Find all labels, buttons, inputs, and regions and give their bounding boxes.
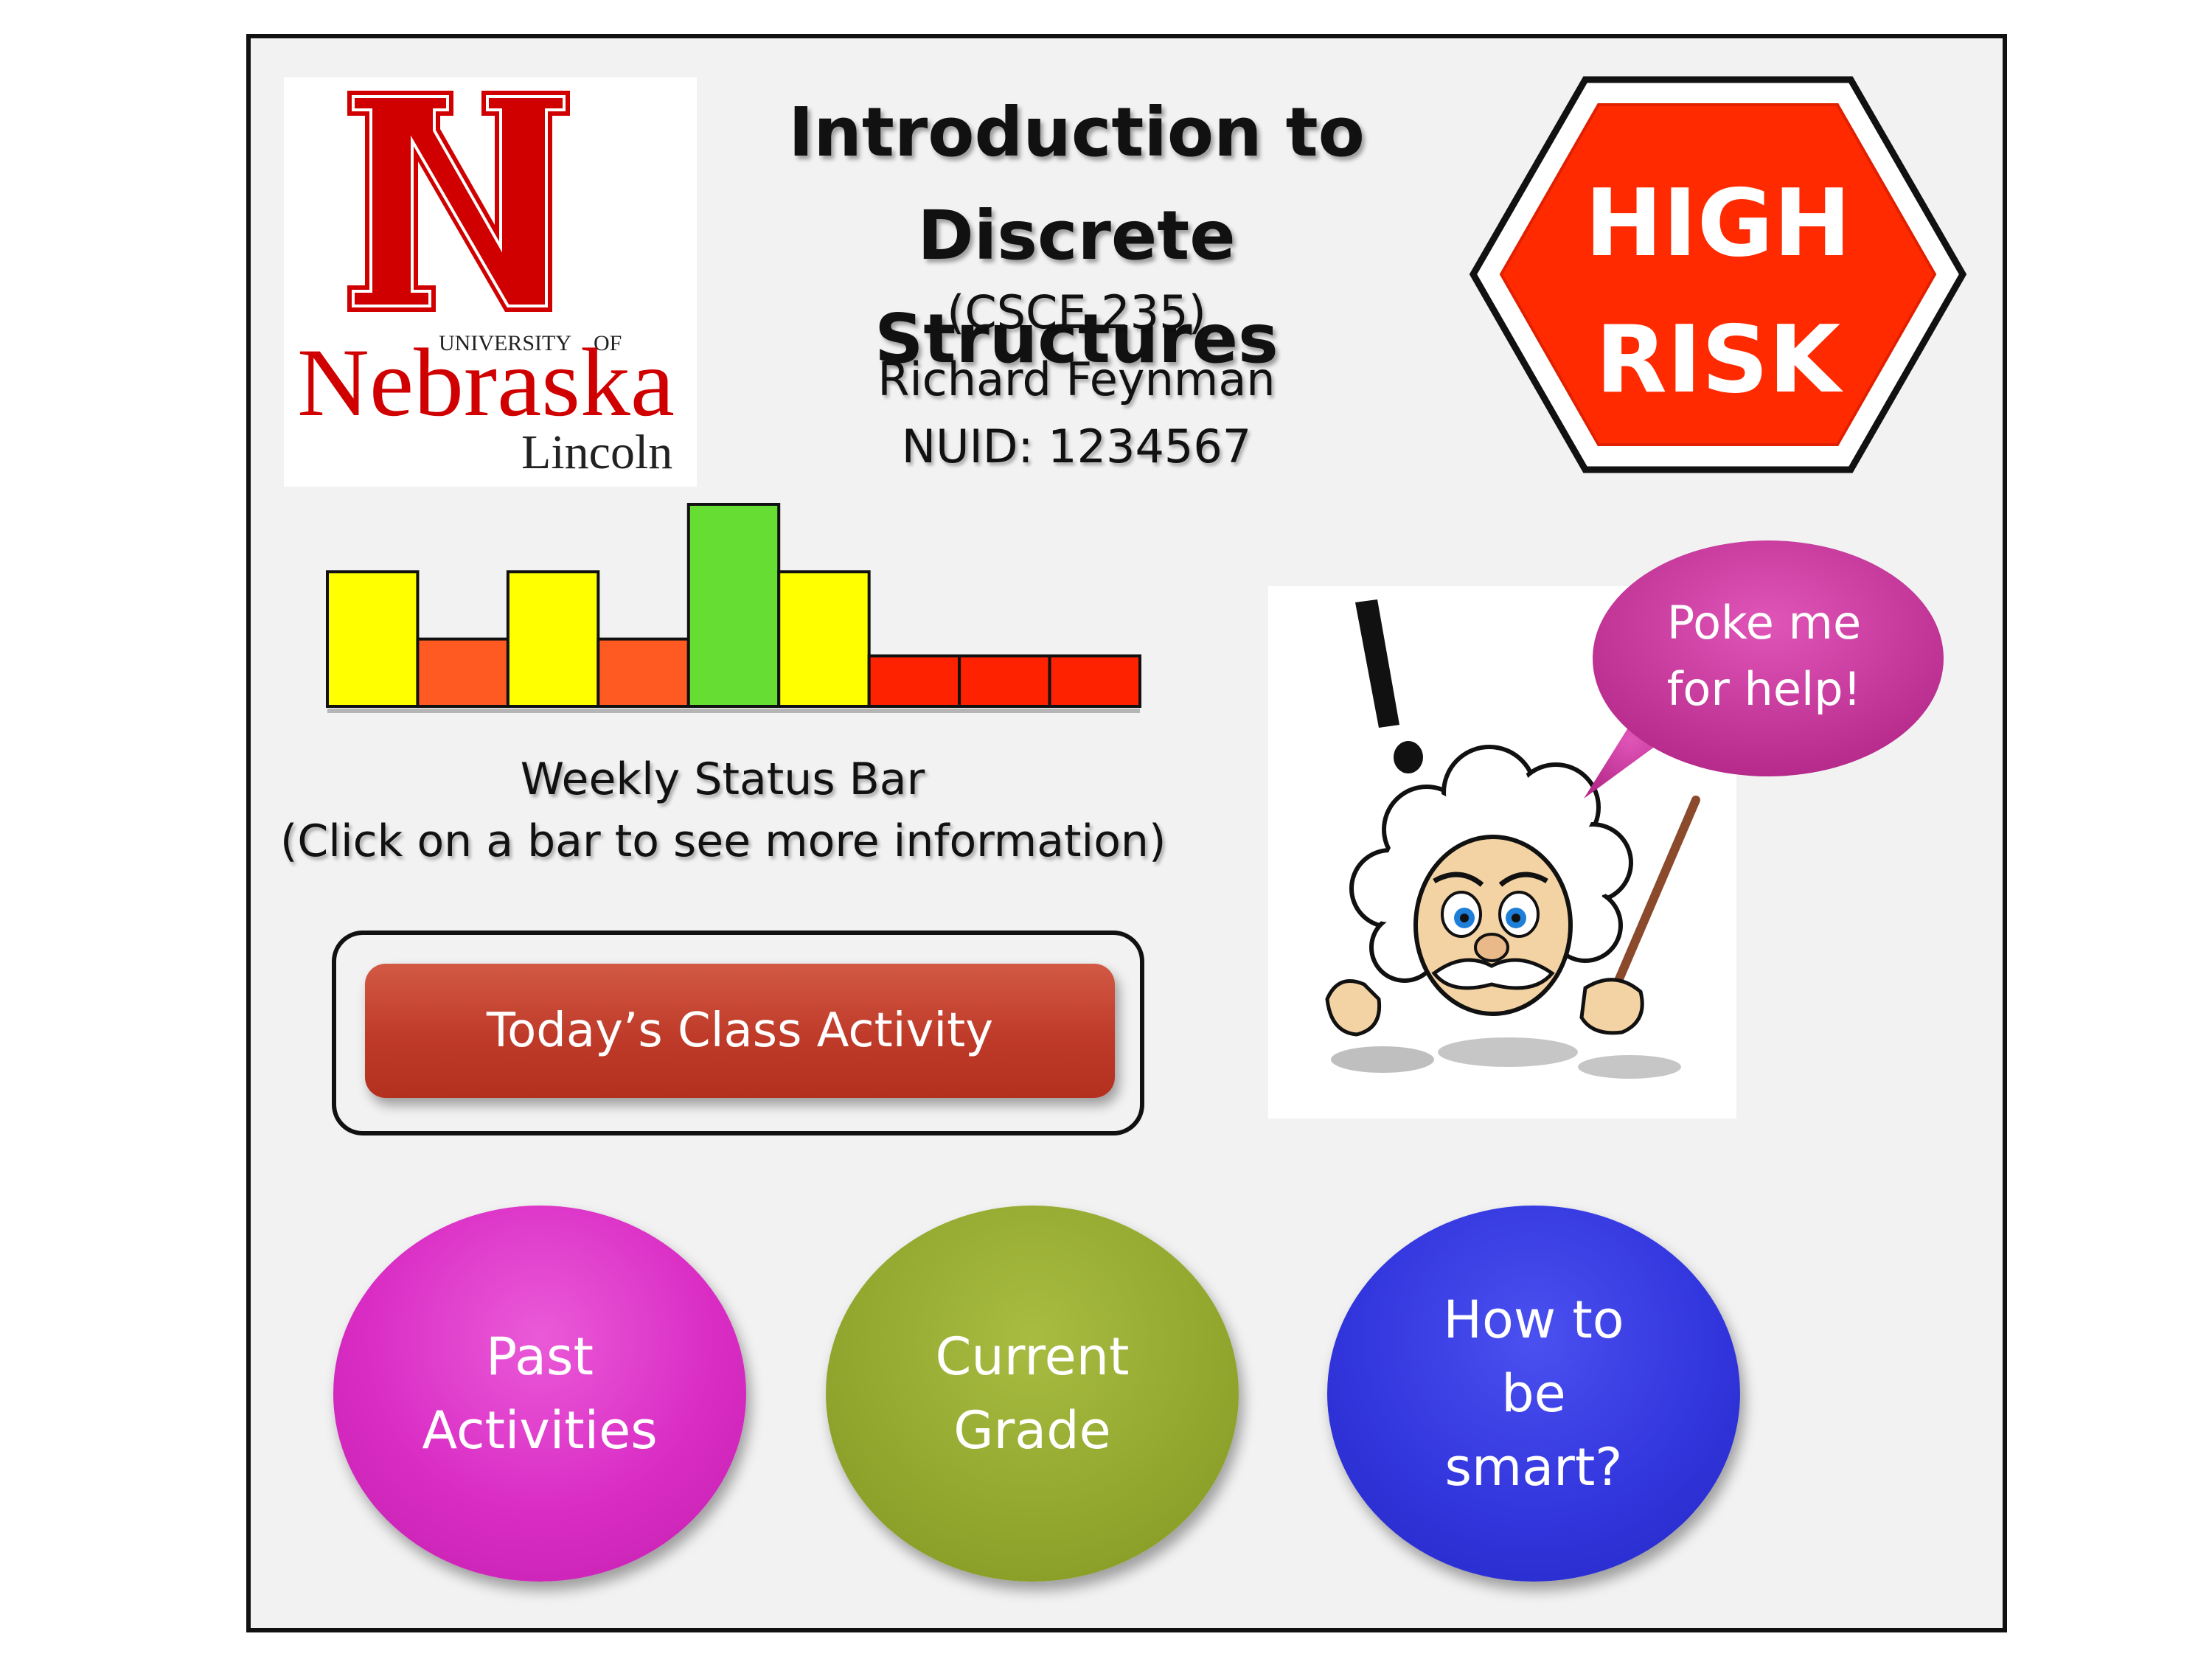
student-info: (CSCE 235) Richard Feynman NUID: 1234567 (708, 279, 1445, 480)
weekly-status-bar-week-2[interactable] (416, 637, 509, 709)
risk-badge: HIGH RISK (1482, 155, 1954, 428)
help-bubble-line2: for help! (1666, 662, 1862, 716)
student-nuid: NUID: 1234567 (901, 420, 1252, 473)
logo-wordmark-nebraska: Nebraska (297, 328, 675, 437)
current-grade-line2: Grade (953, 1400, 1111, 1461)
weekly-status-hint: (Click on a bar to see more information) (280, 815, 1166, 867)
how-to-be-smart-line2: be (1501, 1363, 1566, 1424)
help-speech-bubble-icon[interactable] (1571, 535, 1947, 800)
risk-hexagon-icon (1469, 76, 1967, 473)
weekly-status-bar-week-7[interactable] (867, 654, 961, 708)
how-to-be-smart-line1: How to (1443, 1290, 1624, 1350)
weekly-status-bar-week-9[interactable] (1048, 654, 1141, 708)
past-activities-button[interactable]: Past Activities (333, 1206, 746, 1582)
weekly-status-bar-week-4[interactable] (597, 637, 690, 709)
weekly-status-bar (326, 503, 1141, 713)
past-activities-line1: Past (486, 1326, 594, 1387)
nebraska-n-logo-icon: UNIVERSITY OF Nebraska Lincoln (297, 91, 675, 479)
weekly-status-bar-week-5[interactable] (686, 503, 781, 708)
how-to-be-smart-line3: smart? (1444, 1437, 1623, 1498)
weekly-status-bar-week-8[interactable] (958, 654, 1051, 708)
weekly-status-bar-week-6[interactable] (777, 570, 871, 709)
logo-wordmark-of: OF (594, 331, 622, 355)
how-to-be-smart-button[interactable]: How to be smart? (1327, 1206, 1740, 1582)
university-logo: UNIVERSITY OF Nebraska Lincoln (284, 77, 697, 487)
current-grade-button[interactable]: Current Grade (826, 1206, 1239, 1582)
course-title-line2: Discrete Structures (874, 196, 1279, 378)
professor-mascot-icon[interactable] (1268, 586, 1736, 1119)
weekly-status-label: Weekly Status Bar (Click on a bar to see… (280, 748, 1166, 872)
risk-line1: HIGH (1585, 169, 1851, 277)
course-code: (CSCE 235) (947, 285, 1206, 339)
weekly-status-title: Weekly Status Bar (520, 754, 925, 805)
course-title: Introduction to Discrete Structures (708, 81, 1445, 391)
help-bubble-line1: Poke me (1666, 596, 1862, 650)
logo-wordmark-lincoln: Lincoln (521, 425, 672, 479)
weekly-status-bar-week-1[interactable] (326, 570, 420, 709)
course-title-line1: Introduction to (788, 93, 1365, 172)
current-grade-line1: Current (935, 1326, 1130, 1387)
logo-wordmark-university: UNIVERSITY (439, 331, 571, 355)
todays-class-activity-button[interactable]: Today’s Class Activity (365, 964, 1115, 1098)
weekly-status-bar-week-3[interactable] (506, 570, 600, 709)
help-bubble-text[interactable]: Poke me for help! (1589, 590, 1939, 723)
past-activities-line2: Activities (422, 1400, 658, 1461)
risk-line2: RISK (1595, 305, 1841, 414)
student-name: Richard Feynman (877, 352, 1276, 406)
